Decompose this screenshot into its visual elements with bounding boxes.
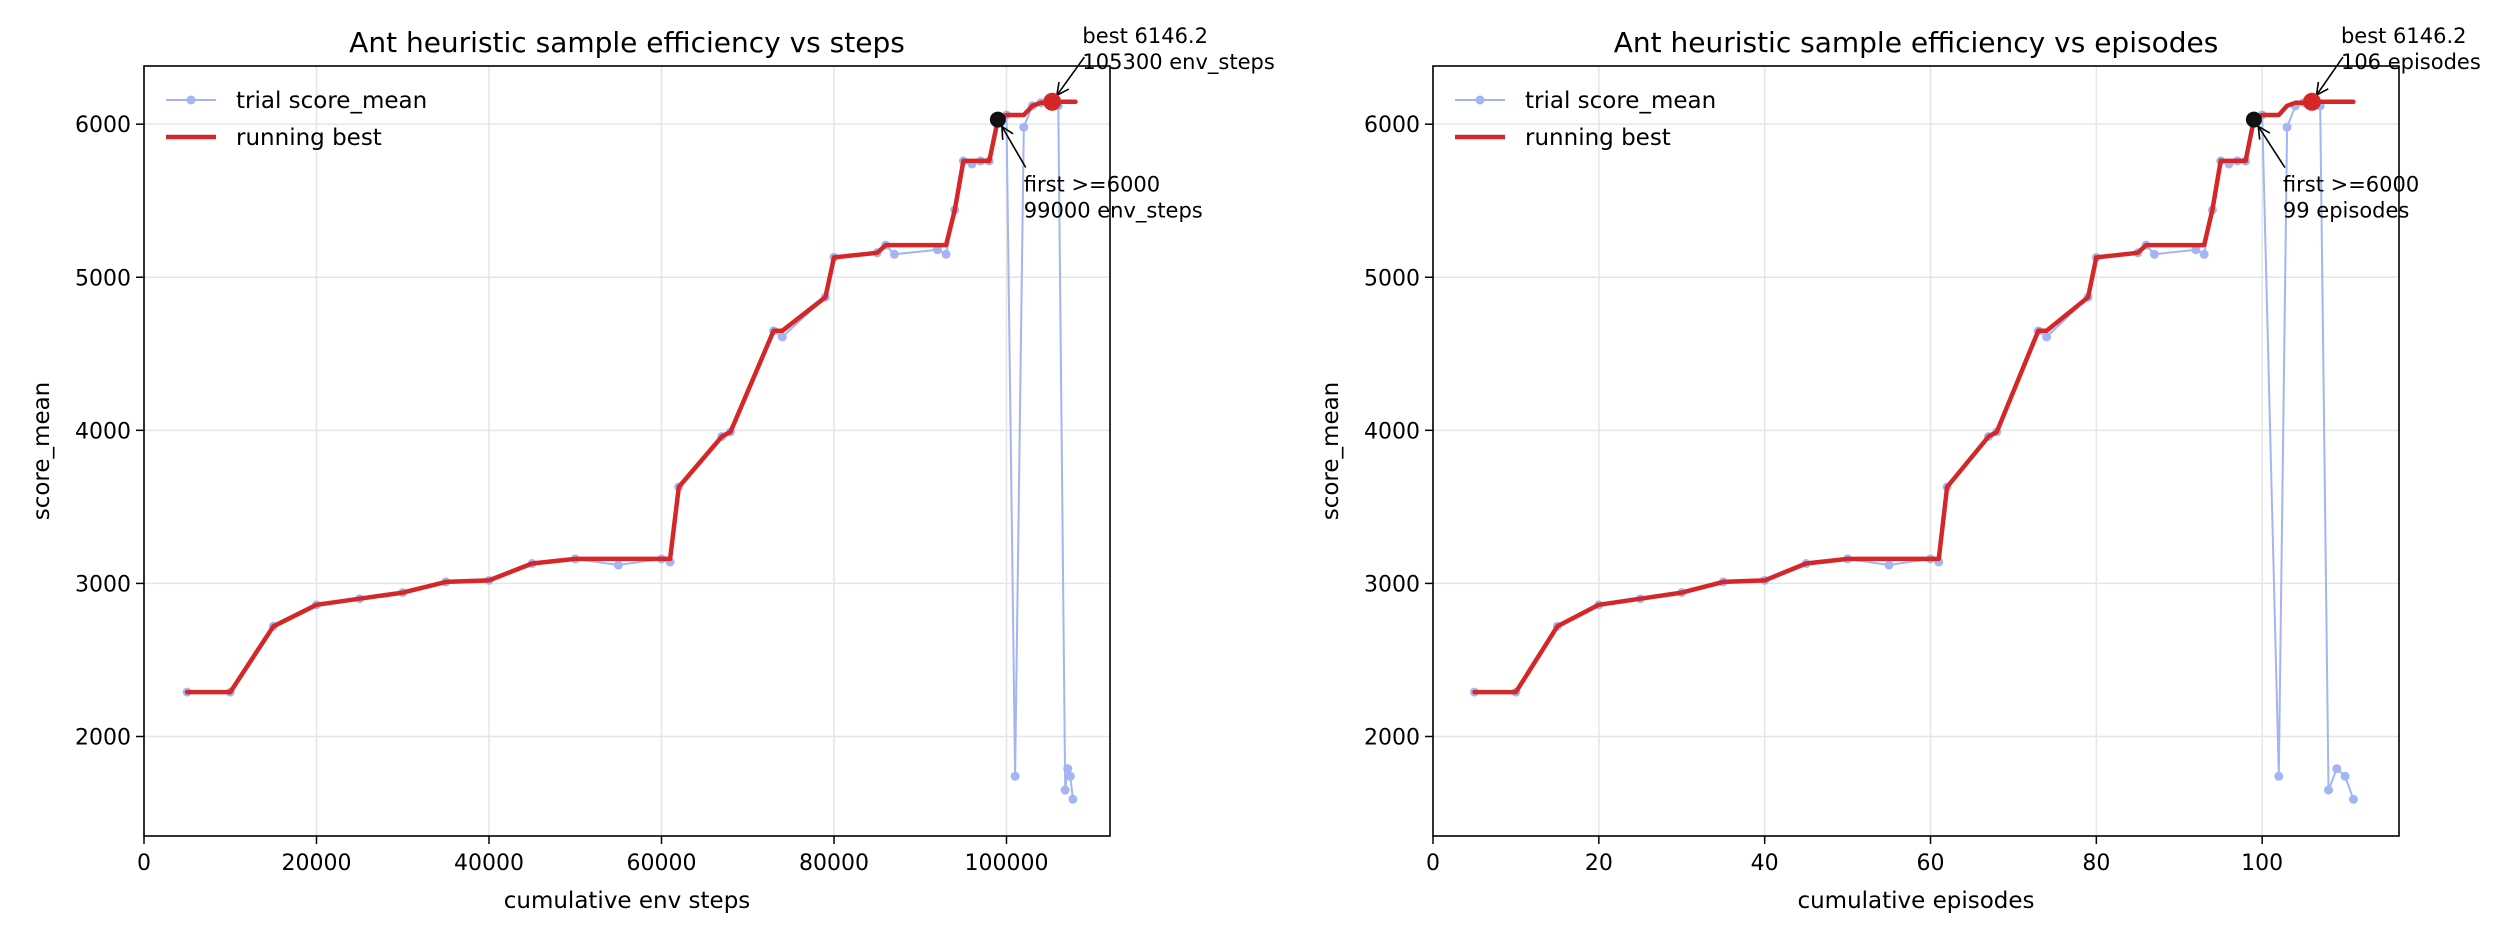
first-marker bbox=[2245, 111, 2262, 128]
data-point bbox=[2199, 249, 2209, 259]
y-tick-label: 3000 bbox=[75, 572, 131, 597]
x-tick-label: 20 bbox=[1585, 851, 1613, 876]
legend-label-trial: trial score_mean bbox=[1525, 88, 1716, 114]
legend-label-best: running best bbox=[1525, 125, 1671, 151]
x-tick-label: 80000 bbox=[799, 851, 869, 876]
x-tick-label: 0 bbox=[1426, 851, 1440, 876]
x-tick-label: 100 bbox=[2241, 851, 2283, 876]
annotation-arrow bbox=[2257, 125, 2286, 168]
y-tick-label: 5000 bbox=[75, 266, 131, 291]
x-tick-label: 60000 bbox=[627, 851, 697, 876]
x-axis-label: cumulative env steps bbox=[504, 888, 751, 914]
x-tick-label: 20000 bbox=[282, 851, 352, 876]
plot-frame bbox=[1432, 65, 2400, 837]
data-point bbox=[777, 332, 787, 342]
series-line-1 bbox=[1472, 99, 2356, 695]
data-point bbox=[889, 249, 899, 259]
y-tick-label: 4000 bbox=[1364, 419, 1420, 444]
data-point bbox=[2042, 332, 2052, 342]
annotation-text: 105300 env_steps bbox=[1082, 50, 1274, 75]
x-tick-label: 80 bbox=[2082, 851, 2110, 876]
plot-frame bbox=[143, 65, 1111, 837]
data-point bbox=[2149, 249, 2159, 259]
x-tick-label: 40000 bbox=[454, 851, 524, 876]
annotation-text: 106 episodes bbox=[2341, 50, 2481, 74]
data-point bbox=[2348, 794, 2358, 804]
data-point bbox=[2282, 122, 2292, 132]
best-marker bbox=[2302, 92, 2321, 111]
y-axis-label: score_mean bbox=[29, 382, 55, 521]
data-point bbox=[1884, 560, 1894, 570]
data-point bbox=[1010, 771, 1020, 781]
data-point bbox=[1060, 785, 1070, 795]
y-axis-label: score_mean bbox=[1318, 382, 1344, 521]
data-point bbox=[2324, 785, 2334, 795]
y-tick-label: 6000 bbox=[1364, 113, 1420, 138]
series-line-0 bbox=[1473, 100, 2355, 801]
data-point bbox=[933, 245, 942, 255]
annotation-arrow bbox=[1056, 56, 1086, 96]
annotation-arrow bbox=[1001, 126, 1027, 168]
annotation-arrow bbox=[2315, 56, 2344, 96]
data-point bbox=[1019, 122, 1029, 132]
series-line-0 bbox=[186, 100, 1074, 801]
data-point bbox=[2340, 771, 2350, 781]
y-tick-label: 2000 bbox=[75, 725, 131, 750]
legend-swatch-marker bbox=[186, 95, 196, 105]
y-tick-label: 3000 bbox=[1364, 572, 1420, 597]
best-marker bbox=[1043, 92, 1062, 111]
legend-label-trial: trial score_mean bbox=[236, 88, 427, 114]
x-tick-label: 0 bbox=[137, 851, 151, 876]
annotation-text: first >=6000 bbox=[1024, 173, 1160, 197]
y-tick-label: 5000 bbox=[1364, 266, 1420, 291]
x-tick-label: 40 bbox=[1751, 851, 1779, 876]
y-tick-label: 2000 bbox=[1364, 725, 1420, 750]
annotation-text: best 6146.2 bbox=[2341, 24, 2467, 48]
data-point bbox=[941, 249, 951, 259]
legend-swatch-marker bbox=[1475, 95, 1485, 105]
annotation-text: first >=6000 bbox=[2283, 173, 2419, 197]
first-marker bbox=[989, 111, 1006, 128]
x-axis-label: cumulative episodes bbox=[1797, 888, 2034, 914]
y-tick-label: 6000 bbox=[75, 113, 131, 138]
annotation-text: 99 episodes bbox=[2283, 199, 2409, 223]
data-point bbox=[1068, 794, 1078, 804]
series-line-1 bbox=[184, 99, 1078, 695]
legend-label-best: running best bbox=[236, 125, 382, 151]
chart-title: Ant heuristic sample efficiency vs steps bbox=[349, 26, 905, 59]
data-point bbox=[2191, 245, 2201, 255]
x-tick-label: 100000 bbox=[965, 851, 1049, 876]
x-tick-label: 60 bbox=[1917, 851, 1945, 876]
data-point bbox=[2274, 771, 2284, 781]
data-point bbox=[2332, 764, 2342, 774]
data-point bbox=[613, 560, 623, 570]
y-tick-label: 4000 bbox=[75, 419, 131, 444]
annotation-text: 99000 env_steps bbox=[1024, 199, 1203, 224]
chart-title: Ant heuristic sample efficiency vs episo… bbox=[1614, 26, 2219, 59]
data-point bbox=[1063, 764, 1073, 774]
annotation-text: best 6146.2 bbox=[1082, 24, 1208, 48]
data-point bbox=[1065, 771, 1075, 781]
